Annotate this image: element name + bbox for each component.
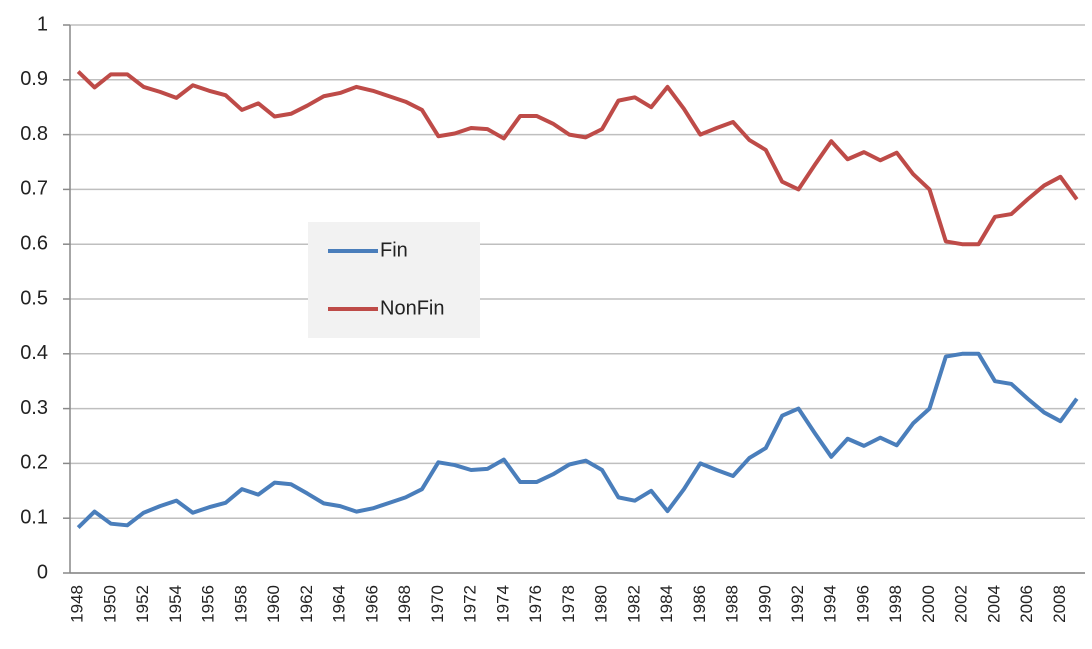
x-tick-label: 1994 [821, 585, 840, 623]
line-series [76, 70, 1079, 247]
x-tick-label: 1984 [657, 585, 676, 623]
x-tick-label: 1982 [624, 585, 643, 623]
x-tick-label: 2008 [1050, 585, 1069, 623]
x-tick-label: 1966 [362, 585, 381, 623]
x-tick-label: 1978 [559, 585, 578, 623]
x-tick-label: 1960 [264, 585, 283, 623]
legend: Fin NonFin [308, 222, 480, 338]
x-tick-label: 2000 [919, 585, 938, 623]
x-tick-label: 1998 [886, 585, 905, 623]
y-tick-label: 0.3 [20, 397, 48, 419]
x-tick-label: 1958 [231, 585, 250, 623]
legend-box [308, 222, 480, 338]
x-tick-label: 1996 [853, 585, 872, 623]
x-tick-label: 1980 [592, 585, 611, 623]
line-series [76, 351, 1079, 529]
x-tick-label: 1992 [788, 585, 807, 623]
x-tick-label: 1972 [461, 585, 480, 623]
x-tick-label: 2002 [952, 585, 971, 623]
y-tick-label: 0.5 [20, 287, 48, 309]
x-tick-label: 1988 [723, 585, 742, 623]
y-tick-label: 0.8 [20, 123, 48, 145]
y-tick-label: 0.7 [20, 178, 48, 200]
x-tick-label: 2004 [984, 585, 1003, 623]
x-tick-label: 1970 [428, 585, 447, 623]
legend-label: Fin [380, 239, 408, 261]
y-tick-label: 0.4 [20, 342, 48, 364]
x-tick-label: 1990 [755, 585, 774, 623]
x-tick-label: 1968 [395, 585, 414, 623]
x-tick-label: 1962 [297, 585, 316, 623]
x-tick-label: 1954 [166, 585, 185, 623]
x-tick-label: 2006 [1017, 585, 1036, 623]
y-tick-label: 0 [37, 561, 48, 583]
legend-label: NonFin [380, 297, 444, 319]
x-tick-label: 1956 [199, 585, 218, 623]
y-tick-label: 1 [37, 13, 48, 35]
x-tick-label: 1976 [526, 585, 545, 623]
y-tick-label: 0.1 [20, 506, 48, 528]
x-tick-label: 1964 [330, 585, 349, 623]
x-tick-label: 1974 [493, 585, 512, 623]
x-tick-label: 1948 [68, 585, 87, 623]
x-tick-label: 1952 [133, 585, 152, 623]
y-tick-label: 0.2 [20, 452, 48, 474]
x-tick-label: 1986 [690, 585, 709, 623]
y-tick-label: 0.6 [20, 232, 48, 254]
y-tick-label: 0.9 [20, 68, 48, 90]
x-tick-label: 1950 [100, 585, 119, 623]
